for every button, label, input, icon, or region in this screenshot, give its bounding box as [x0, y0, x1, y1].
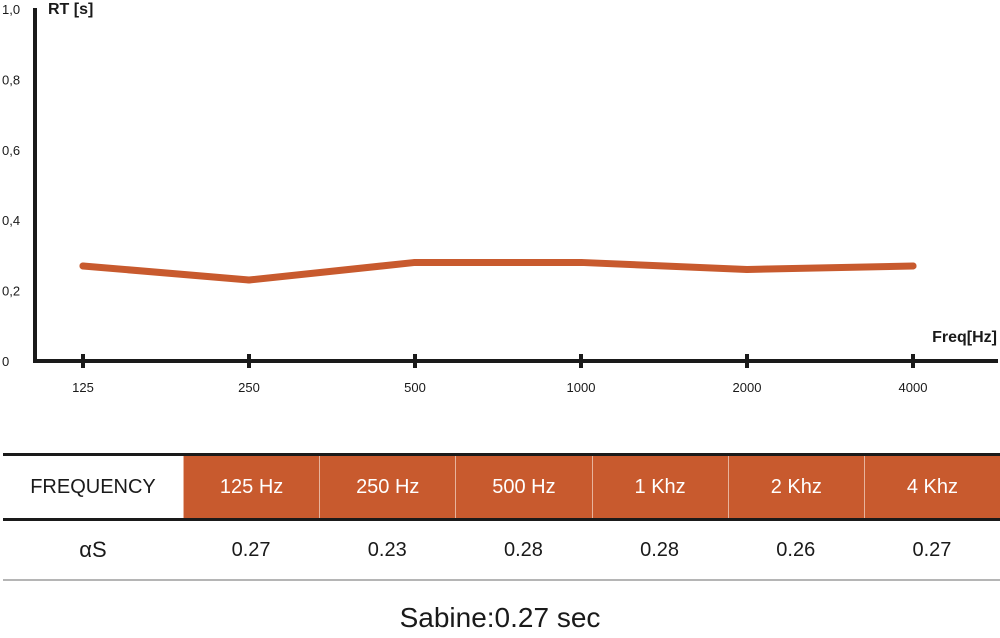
- x-tick-label: 4000: [899, 380, 928, 395]
- frequency-header-label: FREQUENCY: [3, 456, 183, 518]
- y-tick-label: 0,6: [2, 143, 20, 158]
- data-point: [79, 262, 87, 270]
- data-point: [577, 258, 585, 266]
- sabine-summary: Sabine:0.27 sec: [399, 602, 601, 633]
- absorption-value-cell: 0.26: [776, 538, 816, 561]
- absorption-value-cell: 0.23: [367, 538, 407, 561]
- data-point: [245, 276, 253, 284]
- x-tick-label: 2000: [733, 380, 762, 395]
- frequency-cell: 1 Khz: [591, 456, 728, 518]
- absorption-value-cell: 0.27: [231, 538, 271, 561]
- y-tick-label: 0: [2, 354, 9, 369]
- rt-chart: RT [s] Freq[Hz] 0 0,2 0,4 0,6 0,8 1,0 125 250 5…: [2, 1, 998, 395]
- series-layer: [79, 258, 917, 284]
- data-point: [743, 265, 751, 273]
- x-tick-label: 250: [238, 380, 260, 395]
- frequency-cell: 4 Khz: [863, 456, 1000, 518]
- frequency-header-row: FREQUENCY 125 Hz 250 Hz 500 Hz 1 Khz 2 K…: [3, 453, 1000, 521]
- absorption-value-cell: 0.27: [912, 538, 952, 561]
- y-axis-title: RT [s]: [48, 1, 93, 18]
- series-line: [79, 258, 917, 284]
- absorption-values-row: αS 0.27 0.23 0.28 0.28 0.26 0.27: [3, 521, 1000, 581]
- y-tick-labels: 0 0,2 0,4 0,6 0,8 1,0: [2, 2, 20, 369]
- y-tick-label: 0,4: [2, 213, 20, 228]
- absorption-value-cell: 0.28: [640, 538, 680, 561]
- data-point: [411, 258, 419, 266]
- x-tick-label: 125: [72, 380, 94, 395]
- frequency-cell: 500 Hz: [455, 456, 592, 518]
- absorption-row-label: αS: [79, 537, 107, 562]
- frequency-cell: 2 Khz: [727, 456, 864, 518]
- y-tick-label: 0,2: [2, 284, 20, 299]
- x-tick-label: 500: [404, 380, 426, 395]
- x-axis-title: Freq[Hz]: [932, 329, 997, 346]
- absorption-table: FREQUENCY 125 Hz 250 Hz 500 Hz 1 Khz 2 K…: [3, 453, 1000, 581]
- y-tick-label: 0,8: [2, 72, 20, 87]
- absorption-value-cell: 0.28: [503, 538, 543, 561]
- x-tick-marks: [81, 354, 915, 368]
- data-point: [909, 262, 917, 270]
- x-tick-labels: 125 250 500 1000 2000 4000: [72, 380, 927, 395]
- frequency-cell: 125 Hz: [183, 456, 320, 518]
- x-tick-label: 1000: [567, 380, 596, 395]
- y-tick-label: 1,0: [2, 2, 20, 17]
- frequency-cell: 250 Hz: [319, 456, 456, 518]
